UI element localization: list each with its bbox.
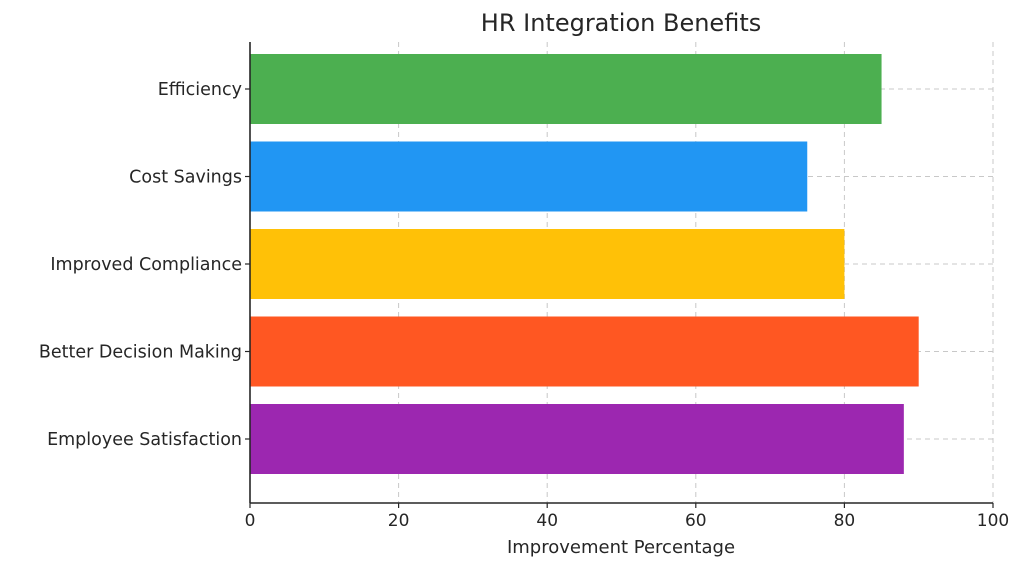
x-axis-label: Improvement Percentage (507, 537, 735, 558)
y-category-label: Efficiency (158, 80, 242, 100)
y-category-label: Cost Savings (129, 168, 242, 188)
x-tick-label: 80 (834, 511, 856, 531)
bar (250, 229, 845, 299)
x-tick-label: 0 (245, 511, 256, 531)
x-tick-label: 60 (685, 511, 707, 531)
y-category-label: Improved Compliance (50, 255, 242, 275)
y-axis-categories: Employee Satisfaction Better Decision Mak… (39, 80, 250, 450)
bars (250, 54, 919, 474)
bar (250, 54, 882, 124)
x-tick-label: 20 (388, 511, 410, 531)
x-tick-label: 100 (977, 511, 1009, 531)
y-category-label: Employee Satisfaction (47, 430, 242, 450)
y-category-label: Better Decision Making (39, 343, 242, 363)
axes (249, 42, 993, 504)
bar (250, 404, 904, 474)
bar (250, 316, 919, 387)
chart-title: HR Integration Benefits (481, 9, 761, 37)
x-tick-label: 40 (536, 511, 558, 531)
x-axis-ticks: 0 20 40 60 80 100 (245, 503, 1009, 531)
bar (250, 141, 808, 212)
